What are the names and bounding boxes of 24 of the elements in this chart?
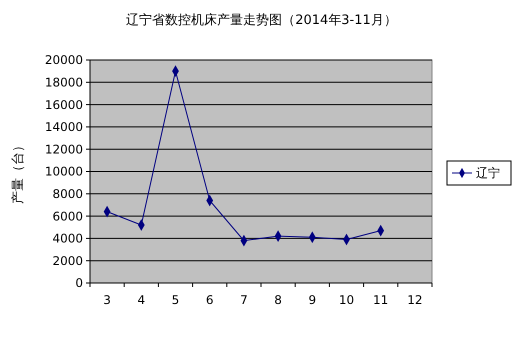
y-tick-label: 20000 xyxy=(44,53,83,68)
y-tick-label: 18000 xyxy=(44,76,83,90)
x-tick-label: 5 xyxy=(172,293,180,307)
y-tick-label: 0 xyxy=(75,276,83,290)
x-tick-label: 8 xyxy=(274,293,282,307)
x-tick-label: 3 xyxy=(103,293,111,307)
x-tick-label: 12 xyxy=(407,293,423,307)
x-tick-label: 6 xyxy=(206,293,214,307)
y-tick-label: 14000 xyxy=(44,120,83,134)
x-tick-label: 7 xyxy=(240,293,248,307)
y-tick-label: 12000 xyxy=(44,142,83,156)
x-tick-label: 10 xyxy=(338,293,354,307)
x-tick-label: 9 xyxy=(308,293,316,307)
x-tick-label: 11 xyxy=(373,293,388,307)
y-axis-title: 产量（台） xyxy=(11,139,26,204)
y-tick-label: 8000 xyxy=(52,187,83,201)
y-tick-label: 6000 xyxy=(52,209,83,224)
x-tick-label: 4 xyxy=(137,293,146,307)
y-tick-label: 4000 xyxy=(52,232,83,246)
legend-label: 辽宁 xyxy=(476,166,500,180)
y-tick-label: 16000 xyxy=(44,98,83,112)
chart-title: 辽宁省数控机床产量走势图（2014年3-11月） xyxy=(126,12,397,28)
y-tick-label: 10000 xyxy=(44,164,83,179)
y-tick-label: 2000 xyxy=(52,254,83,268)
